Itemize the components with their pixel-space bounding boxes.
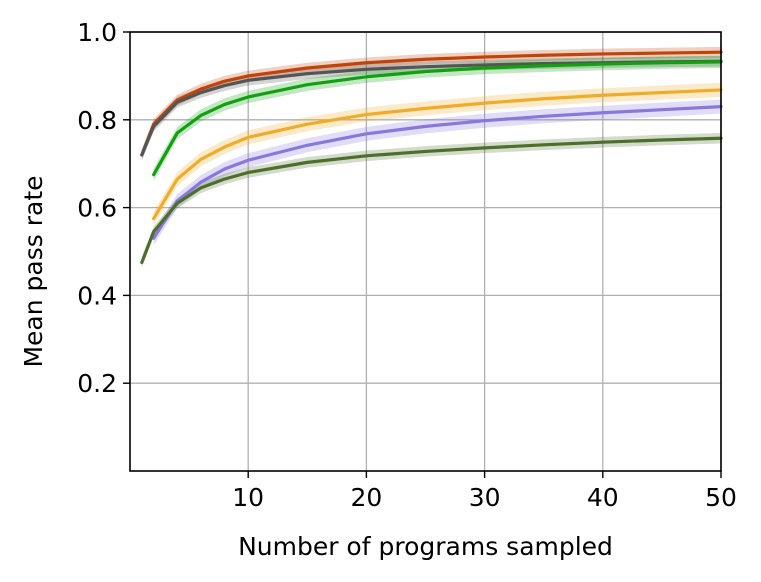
y-axis-label: Mean pass rate bbox=[19, 175, 48, 367]
x-axis-label: Number of programs sampled bbox=[238, 532, 613, 561]
series-line-orange-red bbox=[140, 50, 723, 157]
y-tick-label: 1.0 bbox=[77, 18, 117, 47]
axis-ticks: 10 20 30 40 50 0.2 0.4 0.6 0.8 1.0 bbox=[77, 18, 737, 512]
y-tick-label: 0.4 bbox=[77, 281, 117, 310]
x-tick-label: 40 bbox=[587, 483, 619, 512]
y-tick-label: 0.2 bbox=[77, 369, 117, 398]
series-lines bbox=[140, 50, 723, 265]
x-tick-label: 50 bbox=[705, 483, 737, 512]
band-dark-gray bbox=[141, 56, 721, 161]
x-tick-label: 10 bbox=[232, 483, 264, 512]
band-purple bbox=[153, 99, 721, 246]
y-tick-label: 0.6 bbox=[77, 194, 117, 223]
series-line-gold bbox=[152, 88, 723, 221]
series-line-purple bbox=[152, 105, 723, 240]
y-tick-label: 0.8 bbox=[77, 106, 117, 135]
series-line-green bbox=[152, 60, 723, 177]
plot-frame bbox=[129, 31, 722, 472]
x-tick-label: 30 bbox=[469, 483, 501, 512]
series-line-olive bbox=[140, 136, 723, 265]
band-olive bbox=[141, 132, 721, 268]
x-tick-label: 20 bbox=[350, 483, 382, 512]
band-gold bbox=[153, 82, 721, 226]
